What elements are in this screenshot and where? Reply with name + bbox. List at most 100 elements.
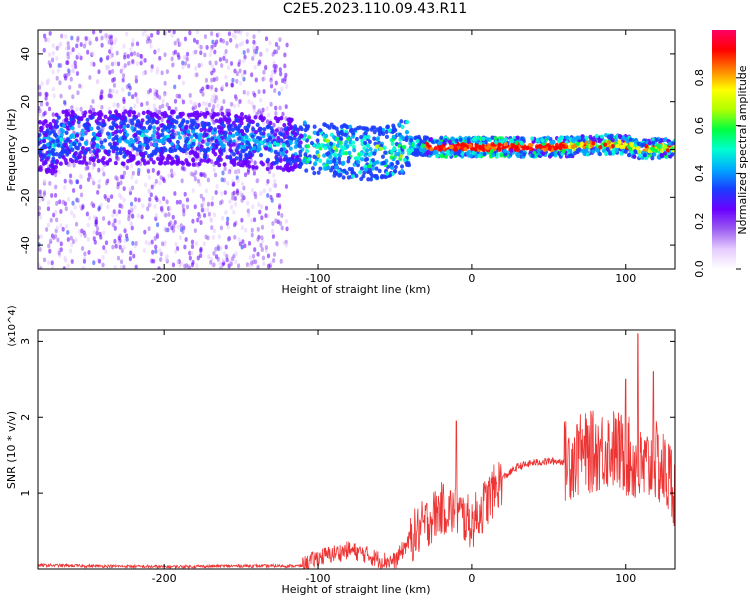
heatmap-cell — [88, 40, 92, 46]
heatmap-cell — [372, 136, 377, 141]
heatmap-cell — [170, 225, 174, 231]
heatmap-cell — [50, 193, 54, 198]
heatmap-cell — [254, 194, 258, 200]
heatmap-cell — [540, 138, 545, 143]
heatmap-cell — [69, 235, 73, 241]
heatmap-cell — [222, 115, 227, 120]
heatmap-cell — [114, 134, 119, 139]
heatmap-cell — [53, 169, 58, 174]
heatmap-cell — [97, 258, 102, 264]
heatmap-cell — [265, 106, 269, 111]
heatmap-cell — [83, 140, 88, 146]
heatmap-cell — [122, 197, 126, 203]
heatmap-cell — [193, 176, 198, 182]
heatmap-cell — [453, 151, 458, 156]
heatmap-cell — [490, 148, 495, 154]
heatmap-cell — [415, 149, 420, 154]
heatmap-cell — [39, 234, 43, 239]
heatmap-cell — [204, 77, 209, 83]
heatmap-cell — [84, 36, 88, 41]
heatmap-cell — [226, 216, 230, 222]
heatmap-cell — [183, 244, 187, 250]
heatmap-cell — [260, 224, 265, 230]
heatmap-cell — [174, 154, 179, 160]
heatmap-cell — [105, 131, 110, 136]
heatmap-cell — [219, 245, 223, 251]
heatmap-cell — [186, 144, 191, 149]
heatmap-cell — [51, 69, 55, 75]
x-tick-label: -200 — [152, 272, 177, 285]
heatmap-cell — [349, 127, 354, 133]
heatmap-cell — [192, 37, 197, 43]
heatmap-cell — [181, 60, 185, 66]
heatmap-cell — [117, 192, 122, 198]
heatmap-cell — [45, 128, 50, 133]
heatmap-cell — [71, 47, 75, 53]
heatmap-cell — [40, 81, 44, 87]
heatmap-cell — [59, 247, 63, 253]
heatmap-cell — [55, 201, 59, 206]
heatmap-cell — [239, 30, 243, 34]
heatmap-cell — [55, 138, 60, 143]
heatmap-cell — [59, 137, 64, 142]
heatmap-cell — [52, 212, 56, 218]
heatmap-cell — [95, 226, 100, 232]
colorbar-tick-label: 0.0 — [693, 260, 706, 278]
heatmap-cell — [370, 158, 375, 163]
heatmap-cell — [260, 117, 265, 123]
heatmap-cell — [541, 151, 546, 157]
heatmap-cell — [69, 76, 73, 82]
heatmap-cell — [385, 124, 390, 129]
heatmap-cell — [444, 154, 449, 159]
heatmap-cell — [206, 121, 211, 127]
heatmap-cell — [193, 204, 197, 210]
heatmap-cell — [275, 165, 280, 170]
heatmap-cell — [85, 125, 90, 131]
heatmap-cell — [190, 244, 195, 250]
heatmap-cell — [66, 237, 70, 242]
heatmap-cell — [59, 93, 63, 99]
heatmap-cell — [266, 112, 271, 118]
heatmap-cell — [650, 155, 655, 161]
heatmap-cell — [262, 127, 267, 132]
heatmap-cell — [269, 165, 274, 170]
heatmap-cell — [217, 148, 222, 153]
heatmap-cell — [619, 144, 624, 150]
heatmap-cell — [606, 134, 611, 140]
heatmap-cell — [274, 80, 278, 86]
heatmap-cell — [265, 166, 270, 172]
heatmap-cell — [318, 158, 323, 164]
heatmap-cell — [95, 154, 100, 159]
heatmap-cell — [232, 158, 237, 163]
heatmap-cell — [281, 78, 285, 84]
heatmap-cell — [38, 192, 42, 198]
heatmap-cell — [429, 147, 434, 152]
heatmap-cell — [340, 150, 345, 155]
heatmap-cell — [98, 231, 102, 237]
heatmap-cell — [195, 146, 200, 151]
heatmap-cell — [149, 68, 154, 73]
heatmap-cell — [285, 42, 289, 48]
heatmap-cell — [384, 134, 389, 140]
heatmap-cell — [48, 237, 52, 243]
heatmap-cell — [234, 131, 239, 136]
heatmap-cell — [114, 175, 118, 180]
heatmap-cell — [243, 227, 248, 233]
heatmap-cell — [279, 147, 284, 152]
heatmap-cell — [214, 39, 219, 45]
heatmap-cell — [247, 164, 252, 169]
heatmap-cell — [46, 200, 51, 206]
heatmap-cell — [135, 119, 140, 124]
heatmap-cell — [110, 61, 115, 67]
heatmap-cell — [122, 43, 126, 49]
heatmap-cell — [490, 145, 495, 151]
heatmap-cell — [279, 258, 283, 264]
heatmap-cell — [167, 30, 171, 34]
heatmap-cell — [198, 214, 202, 219]
heatmap-cell — [61, 109, 66, 115]
heatmap-cell — [257, 30, 261, 34]
heatmap-cell — [651, 140, 656, 145]
heatmap-cell — [514, 145, 519, 150]
heatmap-cell — [97, 178, 101, 184]
heatmap-cell — [481, 136, 486, 142]
